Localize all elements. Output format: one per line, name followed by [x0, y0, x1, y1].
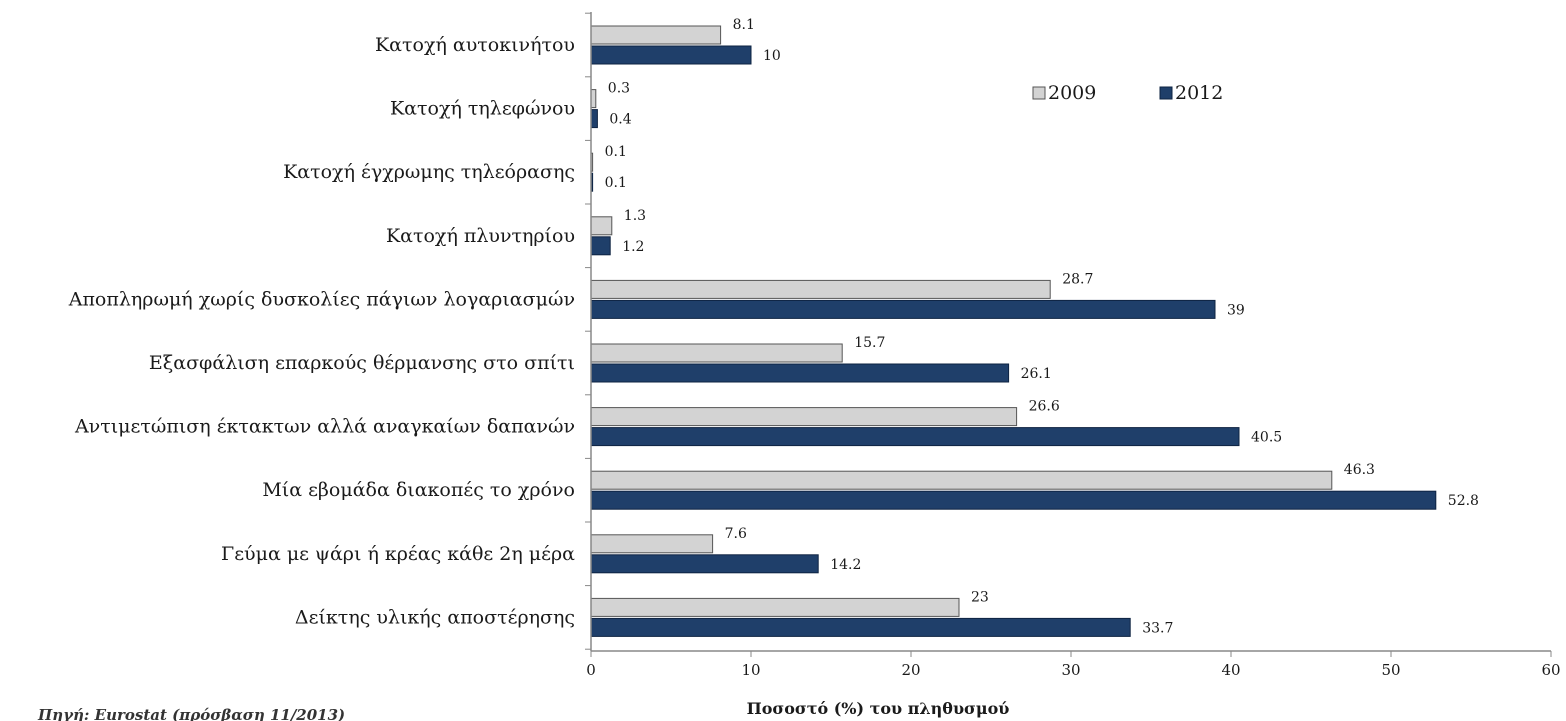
data-label-2012: 40.5 — [1251, 430, 1282, 446]
data-label-2009: 0.3 — [608, 81, 630, 97]
bars-layer — [590, 25, 1437, 637]
bar-2012 — [590, 427, 1240, 447]
x-tick-label: 40 — [1221, 661, 1240, 679]
bar-2012 — [590, 363, 1010, 383]
data-label-2009: 26.6 — [1029, 399, 1060, 415]
bar-2009 — [590, 470, 1333, 490]
data-label-2009: 46.3 — [1344, 462, 1375, 478]
legend-label-2012: 2012 — [1175, 82, 1223, 104]
legend-swatch-2009 — [1032, 86, 1046, 100]
data-label-2012: 33.7 — [1142, 620, 1173, 636]
category-label: Αντιμετώπιση έκτακτων αλλά αναγκαίων δαπ… — [74, 416, 575, 438]
x-tick-label: 30 — [1061, 661, 1080, 679]
data-label-2012: 0.1 — [605, 175, 627, 191]
bar-2012 — [590, 109, 598, 129]
data-label-2012: 0.4 — [609, 112, 631, 128]
category-label: Κατοχή αυτοκινήτου — [375, 34, 575, 56]
x-tick-label: 20 — [901, 661, 920, 679]
category-label: Εξασφάλιση επαρκούς θέρμανσης στο σπίτι — [149, 352, 575, 374]
data-label-2012: 26.1 — [1021, 366, 1052, 382]
category-label: Αποπληρωμή χωρίς δυσκολίες πάγιων λογαρι… — [68, 288, 575, 310]
data-label-2009: 7.6 — [725, 526, 747, 542]
legend-swatch-2012 — [1159, 86, 1173, 100]
x-tick-label: 60 — [1541, 661, 1560, 679]
x-tick-label: 0 — [586, 661, 596, 679]
bar-2009 — [590, 25, 722, 45]
legend-label-2009: 2009 — [1048, 82, 1096, 104]
bar-2009 — [590, 597, 960, 617]
data-label-2012: 1.2 — [622, 239, 644, 255]
bar-2009 — [590, 216, 613, 236]
data-label-2012: 10 — [763, 48, 781, 64]
data-label-2012: 14.2 — [830, 557, 861, 573]
data-label-2012: 39 — [1227, 302, 1245, 318]
source-note: Πηγή: Eurostat (πρόσβαση 11/2013) — [37, 706, 345, 721]
bar-2012 — [590, 45, 752, 65]
data-label-2009: 8.1 — [733, 17, 755, 33]
category-label: Κατοχή έγχρωμης τηλεόρασης — [283, 161, 575, 183]
legend: 2009 2012 — [1032, 82, 1223, 104]
bar-2012 — [590, 554, 819, 574]
data-label-2009: 1.3 — [624, 208, 646, 224]
x-tick-label: 50 — [1381, 661, 1400, 679]
bar-2012 — [590, 299, 1216, 319]
bar-2012 — [590, 617, 1131, 637]
data-label-2012: 52.8 — [1448, 493, 1479, 509]
bar-2012 — [590, 490, 1437, 510]
labels-layer: Κατοχή αυτοκινήτου 8.1 10 Κατοχή τηλεφώνου 0… — [68, 17, 1479, 636]
bar-2009 — [590, 343, 843, 363]
bar-2009 — [590, 407, 1018, 427]
category-label: Γεύμα με ψάρι ή κρέας κάθε 2η μέρα — [221, 543, 575, 565]
category-label: Κατοχή πλυντηρίου — [386, 225, 575, 247]
bar-2009 — [590, 279, 1051, 299]
x-axis-title: Ποσοστό (%) του πληθυσμού — [747, 699, 1010, 718]
data-label-2009: 0.1 — [605, 144, 627, 160]
data-label-2009: 15.7 — [854, 335, 885, 351]
bar-2009 — [590, 534, 714, 554]
data-label-2009: 28.7 — [1062, 271, 1093, 287]
x-tick-label: 10 — [741, 661, 760, 679]
x-axis: 0 10 20 30 40 50 60 — [585, 12, 1561, 679]
category-label: Κατοχή τηλεφώνου — [390, 98, 575, 120]
data-label-2009: 23 — [971, 589, 989, 605]
bar-2012 — [590, 236, 611, 256]
category-label: Μία εβομάδα διακοπές το χρόνο — [262, 479, 575, 501]
category-label: Δείκτης υλικής αποστέρησης — [295, 606, 575, 628]
